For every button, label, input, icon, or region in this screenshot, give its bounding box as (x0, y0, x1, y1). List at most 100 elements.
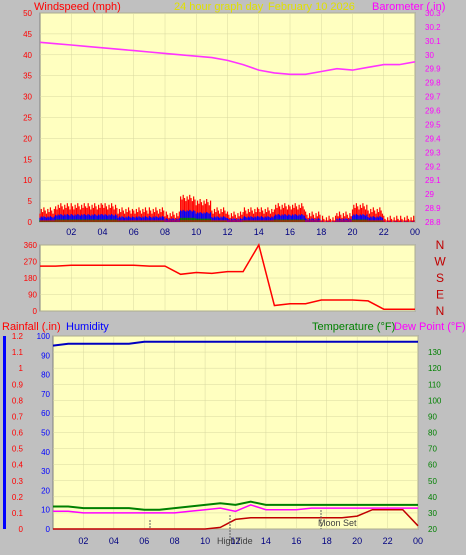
y-tick-label: 0 (46, 525, 51, 534)
y-tick-label: 90 (428, 412, 437, 421)
y-tick-label: 29.9 (425, 65, 441, 74)
humidity-axis-title: Humidity (66, 321, 109, 333)
x-tick-label: 18 (322, 536, 332, 546)
y-tick-label: 29.4 (425, 134, 441, 143)
y-tick-label: 50 (428, 477, 437, 486)
x-tick-label: 14 (261, 536, 271, 546)
y-tick-label: 10 (41, 506, 50, 515)
y-tick-label: 360 (24, 241, 38, 250)
x-tick-label: 10 (191, 227, 201, 237)
y-tick-label: 0.6 (12, 429, 24, 438)
y-tick-label: 100 (37, 332, 51, 341)
y-tick-label: 110 (428, 380, 441, 389)
y-tick-label: 90 (28, 291, 37, 300)
y-tick-label: 120 (428, 364, 442, 373)
y-tick-label: 30.1 (425, 37, 441, 46)
temperature-axis-title: Temperature (°F) (312, 321, 395, 333)
y-tick-label: 0.4 (12, 461, 24, 470)
y-tick-label: 70 (41, 390, 50, 399)
y-tick-label: 40 (41, 448, 50, 457)
graph-title: 24 hour graph day (174, 1, 264, 13)
rainfall-line (53, 508, 419, 530)
y-tick-label: 30 (41, 467, 50, 476)
compass-letter: E (436, 288, 444, 302)
compass-letter: N (436, 304, 445, 318)
y-tick-label: 28.9 (425, 204, 441, 213)
y-tick-label: 20 (41, 486, 50, 495)
x-tick-label: 22 (379, 227, 389, 237)
y-tick-label: 70 (428, 445, 437, 454)
x-tick-label: 16 (285, 227, 295, 237)
x-tick-label: 00 (410, 227, 420, 237)
x-tick-label: 08 (170, 536, 180, 546)
compass-letter: W (434, 255, 446, 269)
y-tick-label: 30 (428, 509, 437, 518)
dewpoint-line (53, 504, 418, 514)
y-tick-label: 60 (41, 409, 50, 418)
y-tick-label: 0.9 (12, 380, 24, 389)
y-tick-label: 40 (428, 493, 437, 502)
x-tick-label: 06 (139, 536, 149, 546)
y-tick-label: 1.1 (12, 348, 24, 357)
x-tick-label: 22 (383, 536, 393, 546)
wind-direction-line (40, 243, 415, 310)
y-tick-label: 29.2 (425, 162, 441, 171)
temperature-line (53, 500, 418, 511)
y-tick-label: 35 (23, 72, 32, 81)
y-tick-label: 40 (23, 51, 32, 60)
y-tick-label: 100 (428, 396, 442, 405)
y-tick-label: 0.1 (12, 509, 24, 518)
moon-set-label: Moon Set (318, 518, 357, 528)
y-tick-label: 15 (23, 155, 32, 164)
y-tick-label: 80 (41, 371, 50, 380)
x-tick-label: 04 (109, 536, 119, 546)
y-tick-label: 1.2 (12, 332, 24, 341)
y-tick-label: 1 (19, 364, 24, 373)
y-tick-label: 0.5 (12, 445, 24, 454)
compass-letter: S (436, 271, 444, 285)
y-tick-label: 30.2 (425, 23, 441, 32)
y-tick-label: 180 (24, 274, 38, 283)
y-tick-label: 90 (41, 351, 50, 360)
y-tick-label: 50 (23, 9, 32, 18)
y-tick-label: 29.1 (425, 176, 441, 185)
rain-axis-bar (3, 336, 6, 529)
x-tick-label: 08 (160, 227, 170, 237)
y-tick-label: 270 (24, 258, 38, 267)
x-tick-label: 04 (97, 227, 107, 237)
y-tick-label: 30 (23, 93, 32, 102)
y-tick-label: 28.8 (425, 218, 441, 227)
x-tick-label: 14 (254, 227, 264, 237)
y-tick-label: 0.2 (12, 493, 24, 502)
y-tick-label: 5 (28, 197, 33, 206)
y-tick-label: 29.5 (425, 120, 441, 129)
y-tick-label: 0.7 (12, 412, 24, 421)
y-tick-label: 20 (428, 525, 437, 534)
y-tick-label: 130 (428, 348, 442, 357)
x-tick-label: 10 (200, 536, 210, 546)
y-tick-label: 60 (428, 461, 437, 470)
y-tick-label: 20 (23, 134, 32, 143)
y-tick-label: 0.8 (12, 396, 24, 405)
y-tick-label: 0 (19, 525, 24, 534)
x-tick-label: 06 (129, 227, 139, 237)
x-tick-label: 20 (352, 536, 362, 546)
y-tick-label: 0 (33, 307, 38, 316)
x-tick-label: 12 (230, 536, 240, 546)
x-tick-label: 02 (78, 536, 88, 546)
barometer-axis-title: Barometer (.in) (372, 1, 445, 13)
y-tick-label: 30.3 (425, 9, 441, 18)
compass-letter: N (436, 238, 445, 252)
windspeed-axis-title: Windspeed (mph) (34, 1, 121, 13)
humidity-line (52, 340, 418, 347)
y-tick-label: 29 (425, 190, 434, 199)
y-tick-label: 0.3 (12, 477, 24, 486)
barometer-line (39, 41, 416, 76)
y-tick-label: 10 (23, 176, 32, 185)
dewpoint-axis-title: Dew Point (°F) (394, 321, 466, 333)
y-tick-label: 25 (23, 114, 32, 123)
y-tick-label: 29.7 (425, 93, 441, 102)
high-tide-label: HighTide (217, 536, 253, 546)
x-tick-label: 02 (66, 227, 76, 237)
